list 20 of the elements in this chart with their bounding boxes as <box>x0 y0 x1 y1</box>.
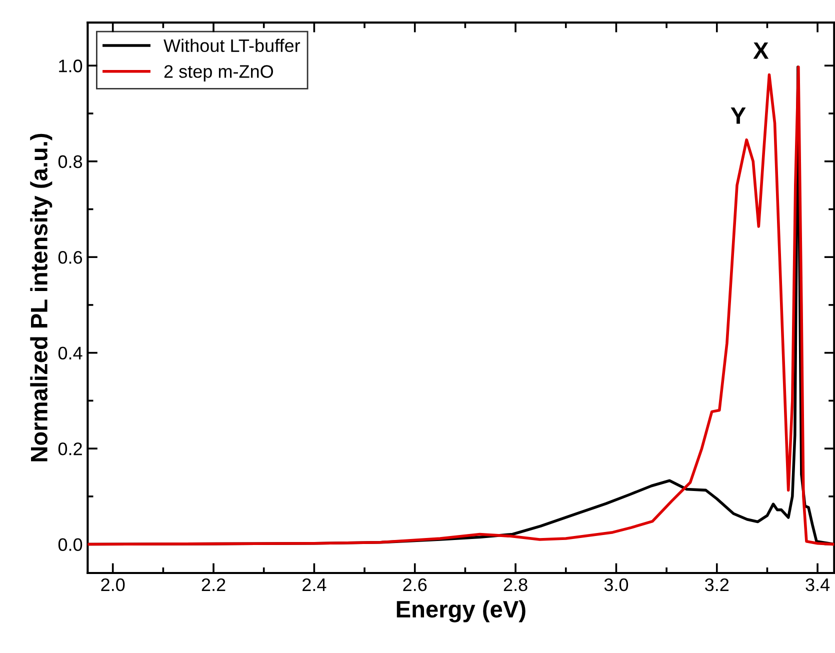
x-tick-label: 2.4 <box>302 578 326 591</box>
legend-label: Without LT-buffer <box>164 38 300 52</box>
x-tick-label: 2.8 <box>504 578 528 592</box>
x-tick-label: 2.2 <box>202 578 226 591</box>
x-tick-label: 3.4 <box>806 578 830 592</box>
y-tick-label: 0.2 <box>58 442 82 456</box>
annotation: Y <box>730 108 746 124</box>
x-tick-label: 2.6 <box>403 578 427 592</box>
y-tick-label: 1.0 <box>59 60 82 72</box>
x-tick-label: 3.2 <box>705 578 729 592</box>
y-tick-label: 0.6 <box>58 251 82 264</box>
x-tick-label: 3.0 <box>604 578 628 592</box>
y-tick-label: 0.4 <box>58 346 82 360</box>
annotation: X <box>753 42 769 59</box>
legend-label: 2 step m-ZnO <box>164 65 274 82</box>
x-axis-title: Energy (eV) <box>396 600 526 622</box>
y-axis-title: Normalized PL intensity (a.u.) <box>30 134 52 462</box>
y-tick-label: 0.8 <box>58 155 82 168</box>
x-tick-label: 2.0 <box>101 578 125 592</box>
y-tick-label: 0.0 <box>58 538 82 552</box>
